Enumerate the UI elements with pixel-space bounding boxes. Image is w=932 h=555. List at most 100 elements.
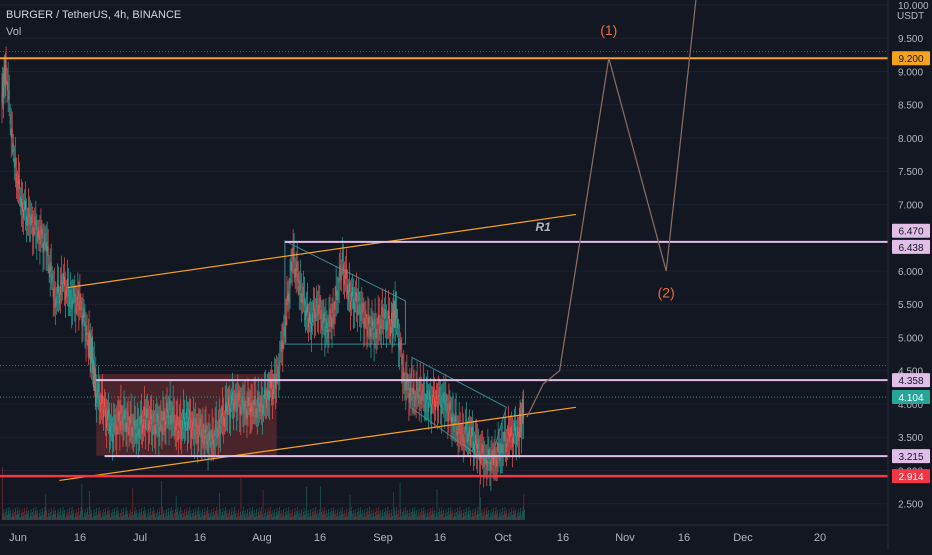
- candle-body: [237, 393, 239, 403]
- volume-bar: [404, 511, 406, 520]
- candle-body: [11, 128, 13, 139]
- candle-body: [88, 329, 90, 340]
- volume-bar: [394, 515, 396, 520]
- volume-bar: [360, 507, 362, 520]
- volume-bar: [444, 513, 446, 520]
- volume-bar: [460, 514, 462, 520]
- volume-bar: [523, 494, 525, 520]
- volume-indicator-label[interactable]: Vol: [6, 26, 22, 38]
- candle-body: [512, 433, 514, 444]
- candle-body: [37, 227, 39, 237]
- volume-bar: [79, 515, 80, 520]
- volume-bar: [425, 510, 426, 520]
- volume-bar: [407, 517, 409, 520]
- candle-body: [136, 418, 138, 428]
- volume-bar: [94, 516, 96, 520]
- candle-body: [341, 251, 343, 262]
- candle-body: [95, 377, 97, 387]
- candle-body: [31, 213, 33, 224]
- price-badge[interactable]: [892, 51, 930, 66]
- volume-bar: [237, 513, 239, 520]
- candle-body: [316, 298, 318, 308]
- volume-bar: [473, 516, 475, 520]
- volume-bar: [60, 508, 61, 520]
- candle-body: [241, 396, 243, 406]
- price-badge[interactable]: [892, 239, 930, 254]
- candle-body: [330, 316, 332, 327]
- volume-bar: [96, 508, 97, 520]
- candle-body: [236, 402, 238, 412]
- volume-bar: [54, 514, 56, 520]
- price-badge[interactable]: [892, 390, 930, 405]
- candle-body: [423, 392, 425, 402]
- candle-body: [350, 300, 351, 311]
- volume-bar: [151, 515, 152, 520]
- candle-body: [173, 414, 175, 424]
- volume-bar: [398, 510, 399, 520]
- candle-body: [74, 293, 76, 304]
- candle-body: [109, 422, 111, 433]
- volume-bar: [147, 509, 149, 520]
- candle-body: [294, 268, 296, 278]
- candle-body: [7, 82, 9, 92]
- volume-bar: [112, 516, 114, 520]
- price-badge[interactable]: [892, 223, 930, 238]
- volume-bar: [180, 514, 182, 520]
- candle-body: [336, 290, 338, 301]
- candle-body: [487, 449, 489, 459]
- volume-bar: [439, 515, 441, 520]
- volume-bar: [408, 513, 410, 520]
- volume-bar: [217, 510, 219, 520]
- annotation-label: R1: [536, 220, 552, 234]
- volume-bar: [407, 510, 408, 520]
- candle-body: [137, 428, 139, 438]
- candle-body: [519, 413, 521, 424]
- volume-bar: [24, 515, 26, 520]
- volume-bar: [74, 517, 75, 520]
- volume-bar: [179, 511, 180, 520]
- volume-bar: [129, 513, 130, 520]
- candle-body: [511, 437, 513, 447]
- candle-body: [408, 393, 410, 403]
- candle-body: [176, 415, 178, 425]
- lower-trendline[interactable]: [59, 406, 577, 482]
- candle-body: [8, 90, 10, 100]
- volume-bar: [451, 514, 453, 520]
- candle-body: [252, 407, 254, 417]
- candle-body: [66, 287, 68, 297]
- volume-bar: [331, 515, 333, 520]
- candle-body: [407, 380, 409, 391]
- price-badge[interactable]: [892, 373, 930, 388]
- volume-bar: [450, 507, 452, 520]
- volume-bar: [167, 512, 169, 520]
- volume-bar: [314, 511, 316, 520]
- candle-body: [500, 443, 502, 453]
- price-badge[interactable]: [892, 469, 930, 484]
- volume-bar: [40, 516, 42, 520]
- volume-bar: [434, 517, 436, 520]
- upper-trendline[interactable]: [67, 213, 577, 289]
- candle-body: [181, 420, 183, 430]
- volume-bar: [59, 512, 61, 520]
- volume-bar: [281, 517, 283, 520]
- volume-bar: [308, 517, 310, 520]
- volume-bar: [188, 511, 189, 520]
- candle-body: [211, 428, 213, 439]
- volume-bar: [299, 517, 301, 520]
- candle-body: [400, 339, 402, 350]
- volume-bar: [374, 516, 375, 520]
- candle-body: [505, 442, 507, 453]
- volume-bar: [495, 507, 497, 520]
- candle-body: [452, 411, 454, 422]
- candle-body: [125, 422, 127, 432]
- candle-body: [117, 412, 119, 422]
- candle-body: [465, 422, 467, 432]
- price-badge[interactable]: [892, 449, 930, 464]
- candle-body: [4, 66, 6, 76]
- wave-projection[interactable]: [526, 0, 699, 418]
- volume-bar: [357, 512, 358, 520]
- candle-body: [91, 345, 93, 355]
- candle-body: [139, 415, 141, 425]
